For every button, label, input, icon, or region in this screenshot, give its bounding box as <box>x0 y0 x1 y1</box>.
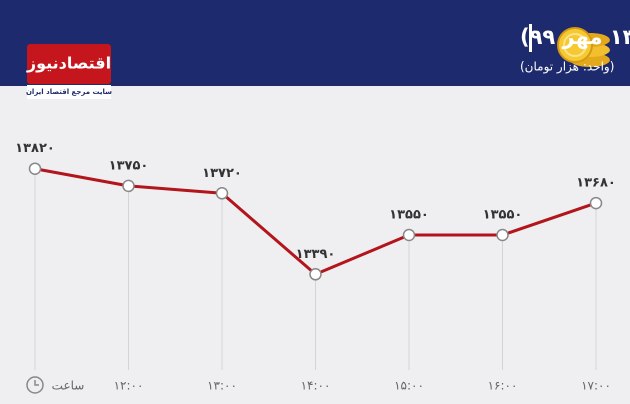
coins-icon <box>557 27 610 67</box>
clock-icon <box>26 376 44 394</box>
value-label: ۱۳۷۵۰ <box>109 158 149 173</box>
point <box>309 268 322 281</box>
value-label: ۱۳۷۲۰ <box>202 166 242 181</box>
point <box>28 162 42 175</box>
value-label: ۱۳۵۵۰ <box>483 208 523 223</box>
x-tick-label: ۱۵:۰۰ <box>394 379 424 393</box>
x-tick-label: ۱۲:۰۰ <box>114 379 144 393</box>
title-divider <box>529 24 532 52</box>
logo: اقتصادنیوز سایت مرجع اقتصاد ایران <box>26 44 112 99</box>
logo-tagline: سایت مرجع اقتصاد ایران <box>26 88 112 96</box>
point <box>589 196 603 210</box>
x-tick-label: ۱۴:۰۰ <box>301 379 331 393</box>
point <box>496 228 509 242</box>
point <box>402 228 416 242</box>
x-axis-label: ساعت <box>52 379 85 393</box>
logo-tagline-box <box>27 85 111 99</box>
x-tick-label: ۱۷:۰۰ <box>581 379 611 393</box>
point <box>122 179 135 193</box>
chart-title: روند بهای سکه (یکشنبه ۱۳ مهر ۹۹) <box>520 25 630 49</box>
logo-text: اقتصادنیوز <box>26 54 111 73</box>
logo-box <box>27 44 111 84</box>
value-label: ۱۳۵۵۰ <box>389 208 429 223</box>
x-tick-label: ۱۶:۰۰ <box>488 379 518 393</box>
point <box>215 187 229 200</box>
value-label: ۱۳۶۸۰ <box>576 176 616 191</box>
x-tick-label: ۱۳:۰۰ <box>207 379 237 393</box>
chart-subtitle: (واحد: هزار تومان) <box>520 60 614 75</box>
value-label: ۱۳۸۲۰ <box>15 141 55 156</box>
value-label: ۱۳۳۹۰ <box>296 247 336 262</box>
